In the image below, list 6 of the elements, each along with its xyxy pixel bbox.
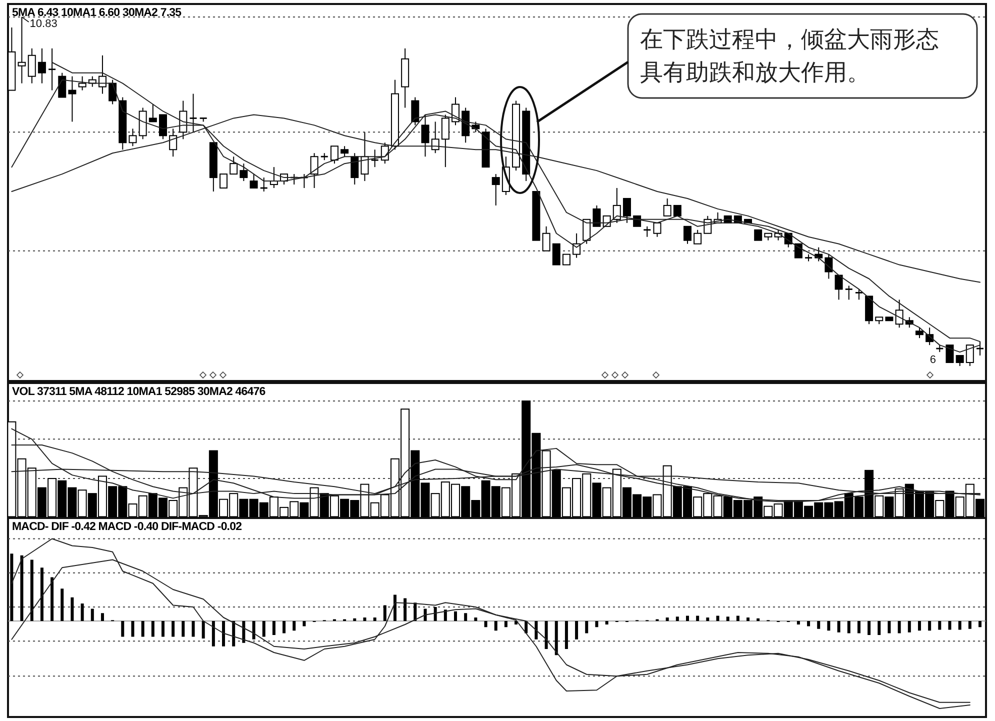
annotation: 10.83 (30, 18, 58, 30)
chart-title: MACD- DIF -0.42 MACD -0.40 DIF-MACD -0.02 (12, 521, 242, 533)
annotation: 在下跌过程中，倾盆大雨形态具有助跌和放大作用。 (640, 27, 939, 86)
annotation: 6 (930, 354, 936, 366)
chart-title: 5MA 6.43 10MA1 6.60 30MA2 7.35 (12, 7, 182, 19)
chart-title: VOL 37311 5MA 48112 10MA1 52985 30MA2 46476 (12, 386, 266, 398)
